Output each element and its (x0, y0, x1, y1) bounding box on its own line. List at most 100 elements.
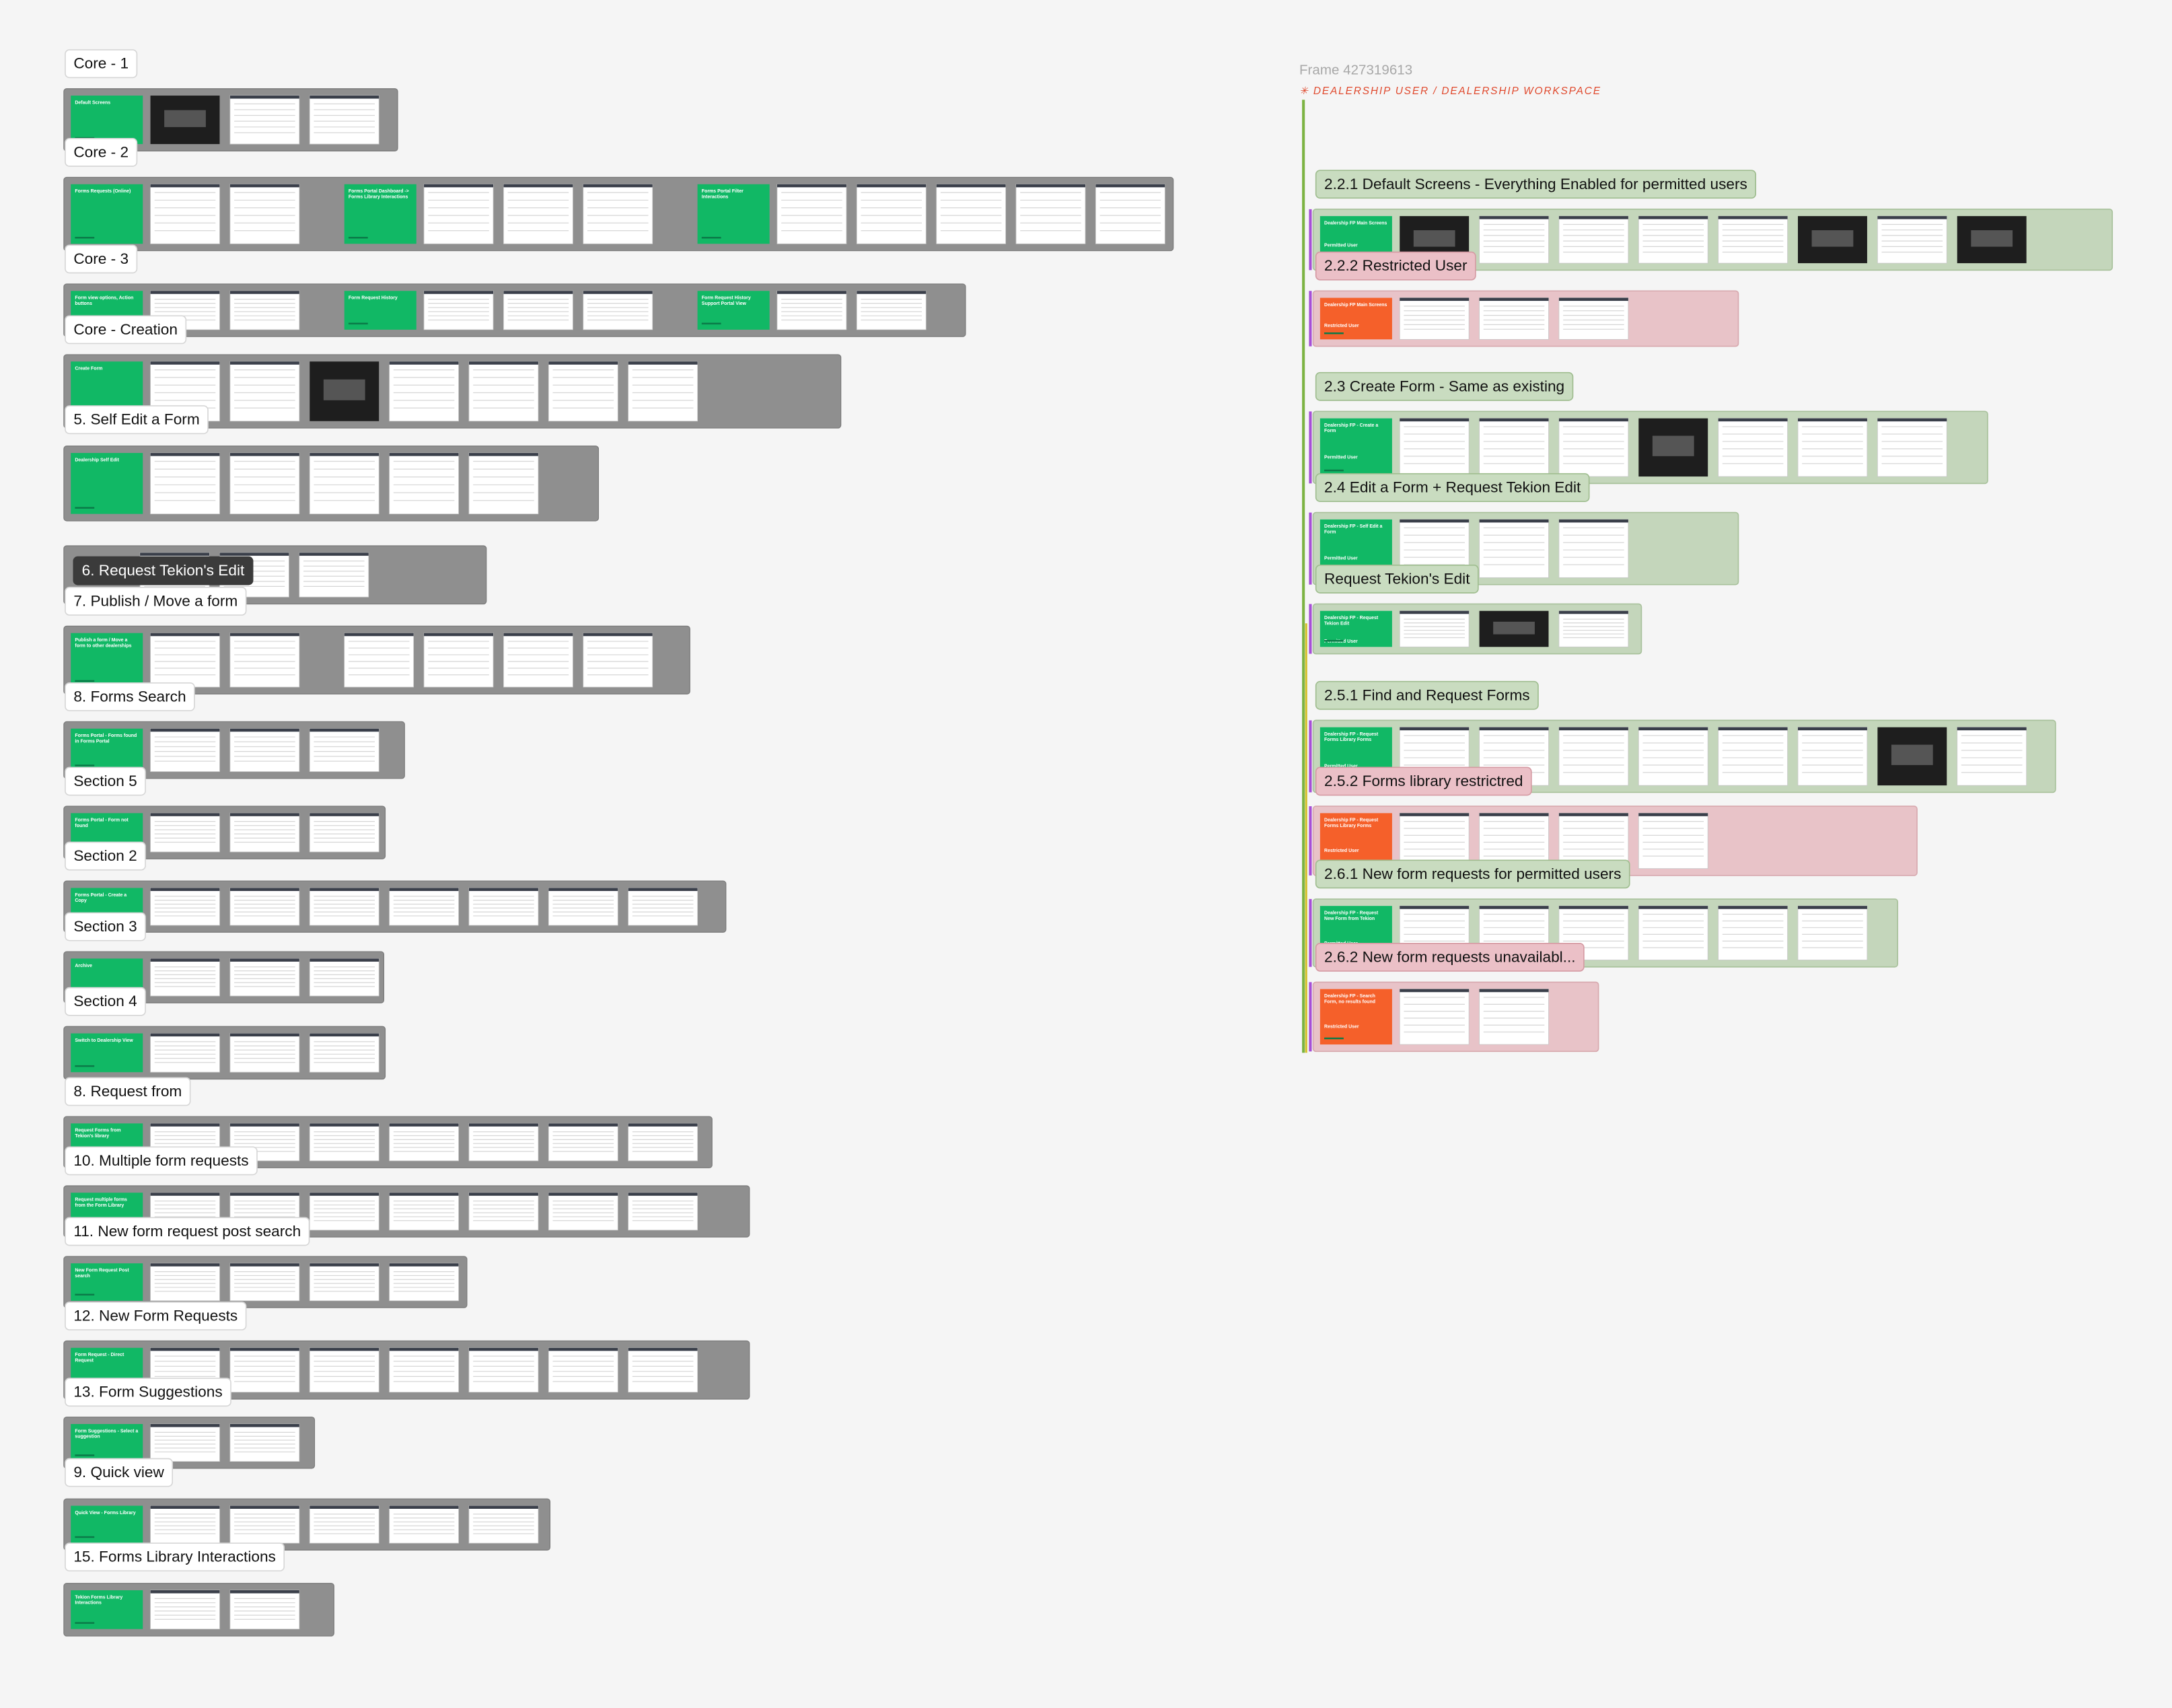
screen-thumbnail (299, 552, 369, 598)
screen-thumbnail (1638, 812, 1708, 869)
section-label-bg (65, 1542, 285, 1572)
cover-subtitle: Restricted User (1324, 322, 1359, 328)
screen-header (1479, 813, 1549, 816)
section-label-bg (65, 1302, 247, 1330)
cover-title: Request multiple forms from the Form Lib… (75, 1197, 127, 1208)
screen-header (229, 1123, 299, 1127)
screen-thumbnail (309, 1192, 379, 1231)
screen-header (310, 728, 379, 732)
screen-header (468, 1347, 538, 1351)
screen-header (1479, 906, 1549, 909)
section-label: Section 5 (65, 767, 146, 796)
screen-header (1798, 906, 1867, 909)
cover-text: Forms Portal Filter Interactions (698, 184, 770, 244)
screen-thumbnail (856, 290, 927, 330)
screen-thumbnail (309, 452, 379, 515)
cover-text-box: Dealership FP - Request Forms Library Fo… (1320, 813, 1392, 868)
cover-text: Dealership FP - Request Forms Library Fo… (1320, 813, 1392, 868)
screen-header (150, 1424, 220, 1427)
screen-thumbnail (309, 1505, 379, 1544)
screen-header (468, 1123, 538, 1127)
cover-title: Publish a form / Move a form to other de… (75, 637, 132, 649)
cover-text: Dealership FP Main Screens Restricted Use… (1320, 298, 1392, 340)
screen-header (936, 184, 1006, 188)
cover-card (1319, 418, 1392, 477)
cover-text: New Form Request Post search (71, 1263, 143, 1301)
screen-preview (1493, 621, 1535, 635)
section-label: 5. Self Edit a Form (65, 405, 209, 435)
screen-thumbnail (229, 452, 300, 515)
section-label-text: 2.2.1 Default Screens - Everything Enabl… (1324, 176, 1747, 192)
screen-header (628, 1123, 698, 1127)
section-label-text: Section 2 (73, 847, 137, 864)
screen-header (229, 813, 299, 816)
section-label: 6. Request Tekion's Edit (73, 556, 254, 585)
cover-text: Tekion Forms Library Interactions (71, 1590, 143, 1629)
screen-header (1638, 727, 1708, 731)
screen-thumbnail (1399, 297, 1470, 340)
screen-header (776, 184, 846, 188)
cover-title: Form view options, Action buttons (75, 295, 134, 306)
section-label-bg (65, 912, 146, 941)
cover-footer (75, 764, 95, 767)
section-label: 12. New Form Requests (65, 1302, 247, 1330)
screen-thumbnail (503, 290, 573, 330)
screen-header (1558, 519, 1628, 523)
screen-header (1095, 184, 1165, 188)
cover-title: Form Suggestions - Select a suggestion (75, 1428, 139, 1439)
cover-subtitle: Permitted User (1324, 555, 1358, 561)
screen-thumbnail (309, 1262, 379, 1302)
section-label: 10. Multiple form requests (65, 1146, 258, 1176)
section-label-bg (1315, 371, 1574, 401)
screen-thumbnail (468, 1505, 539, 1544)
cover-title: Switch to Dealership View (75, 1037, 133, 1043)
cover-footer (1324, 469, 1344, 472)
cover-card (71, 184, 143, 244)
section-label-text: Section 3 (73, 918, 137, 935)
section-label: Section 4 (65, 987, 146, 1016)
screen-header (548, 888, 618, 891)
screen-header (389, 888, 459, 891)
cover-card (344, 184, 417, 244)
screen-thumbnail (389, 452, 459, 515)
screen-thumbnail (1399, 610, 1470, 647)
cover-subtitle: Permitted User (1324, 454, 1358, 460)
screen-header (1400, 297, 1470, 301)
screen-header (776, 291, 846, 294)
screen-thumbnail (389, 1505, 459, 1544)
section-label: 8. Forms Search (65, 682, 195, 711)
cover-footer (75, 1536, 95, 1538)
screen-header (229, 958, 299, 962)
screen-thumbnail (344, 633, 414, 688)
cover-title: Dealership FP - Request Forms Library Fo… (1324, 817, 1379, 828)
screen-thumbnail (1558, 610, 1629, 647)
screen-thumbnail (423, 184, 494, 244)
screen-thumbnail (503, 184, 573, 244)
cover-text: Form Suggestions - Select a suggestion (71, 1424, 143, 1462)
screen-preview (323, 379, 365, 400)
screen-header (229, 728, 299, 732)
screen-thumbnail (229, 290, 300, 330)
screen-header (1558, 727, 1628, 731)
screen-header (1957, 727, 2027, 731)
screen-preview (164, 110, 206, 127)
screen-thumbnail (1399, 989, 1470, 1045)
cover-text: Dealership Self Edit (71, 453, 143, 514)
screen-thumbnail (150, 1590, 220, 1630)
screen-header (1400, 989, 1470, 993)
screen-thumbnail (468, 888, 539, 926)
cover-card (1319, 989, 1392, 1045)
screen-thumbnail (1638, 727, 1708, 786)
cover-text-box: Create Form (75, 365, 102, 371)
cover-text: Forms Portal - Create a Copy (71, 888, 143, 925)
screen-thumbnail (389, 361, 459, 422)
frame-title: ✳ DEALERSHIP USER / DEALERSHIP WORKSPACE (1299, 85, 1601, 97)
cover-text: Forms Portal - Forms found in Forms Port… (71, 729, 143, 772)
section-label-text: 2.5.1 Find and Request Forms (1324, 686, 1530, 703)
screen-header (150, 184, 220, 188)
screen-header (310, 813, 379, 816)
cover-text: Forms Requests (Online) (71, 184, 143, 244)
section-label-bg (1315, 942, 1585, 972)
cover-text-box: Forms Portal - Form not found (75, 817, 129, 828)
screen-header (503, 633, 573, 637)
